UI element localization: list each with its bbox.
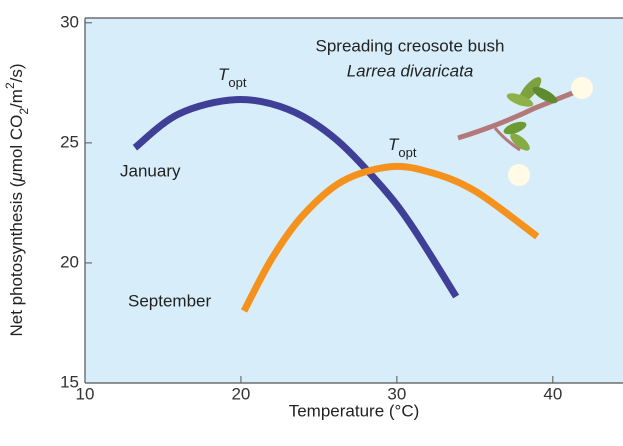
annotation-text: T [388, 135, 400, 154]
series-label: January [120, 161, 181, 180]
y-tick-label: 15 [60, 372, 79, 391]
y-label-part: /s) [7, 63, 26, 82]
y-label-part: 2 [17, 108, 31, 115]
x-tick-label: 10 [76, 384, 95, 403]
y-label-part: Net photosynthesis ( [7, 181, 26, 336]
y-axis-label: Net photosynthesis (μmol CO2/m2/s) [3, 63, 31, 336]
y-tick-label: 30 [60, 12, 79, 31]
y-label-part: mol CO [7, 115, 26, 173]
y-label-part: 2 [3, 82, 17, 89]
plant-species: Larrea divaricata [347, 61, 474, 80]
annotation: Topt [218, 65, 247, 89]
plot-background [85, 18, 623, 383]
y-tick-label: 20 [60, 252, 79, 271]
y-tick-label: 25 [60, 132, 79, 151]
annotation-sub: opt [228, 75, 246, 90]
x-axis-label: Temperature (°C) [289, 401, 420, 420]
y-label-part: /m [7, 89, 26, 108]
x-tick-label: 20 [231, 384, 250, 403]
plant-illustration [457, 77, 593, 186]
x-tick-label: 30 [387, 384, 406, 403]
series-label: September [128, 291, 211, 310]
y-label-part: μ [7, 172, 26, 183]
plant-label: Spreading creosote bush [315, 36, 504, 55]
annotation-text: T [218, 65, 230, 84]
annotation-sub: opt [398, 145, 416, 160]
series-line [132, 96, 460, 299]
annotation: Topt [388, 135, 417, 159]
x-tick-label: 40 [543, 384, 562, 403]
series-line [240, 162, 540, 313]
